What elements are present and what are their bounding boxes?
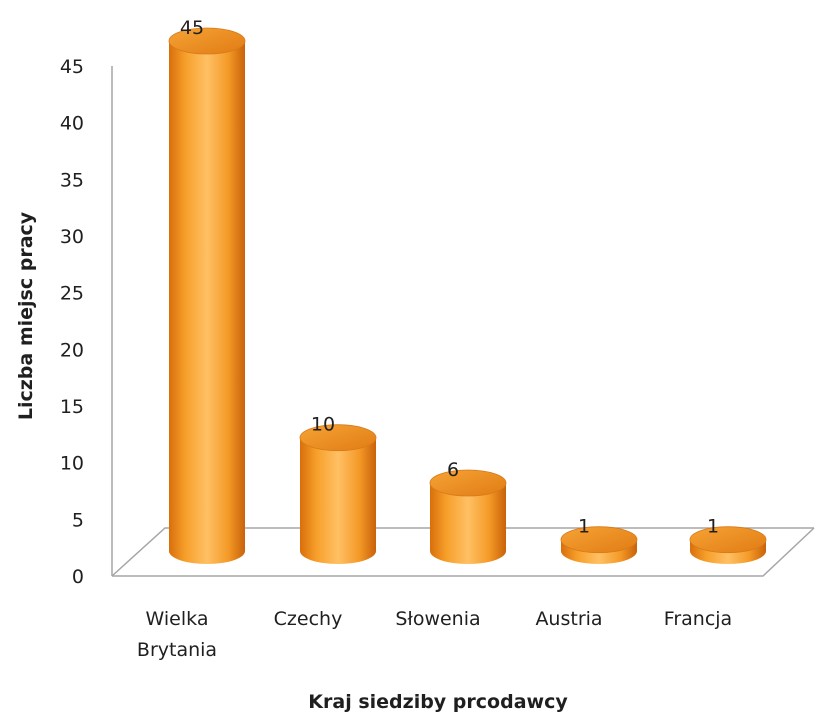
y-tick-label: 0: [72, 566, 84, 588]
x-axis-title: Kraj siedziby prcodawcy: [308, 691, 568, 713]
data-labels: 45 10 6 1 1: [180, 17, 719, 538]
bar-top: [689, 526, 767, 554]
y-tick-label: 40: [60, 113, 84, 135]
data-label: 45: [180, 17, 204, 39]
category-label-line: Czechy: [274, 608, 343, 630]
category-label: Słowenia: [395, 608, 480, 630]
bar: [689, 526, 767, 564]
category-label: Francja: [664, 608, 732, 630]
bar: [429, 469, 507, 564]
data-label: 10: [311, 414, 335, 436]
category-label: Wielka Brytania: [137, 608, 217, 661]
bar-top: [168, 27, 246, 55]
category-label-line: Słowenia: [395, 608, 480, 630]
y-tick-label: 45: [60, 56, 84, 78]
bar-top: [560, 526, 638, 554]
y-tick-label: 35: [60, 169, 84, 191]
category-label-line: Brytania: [137, 639, 217, 661]
y-tick-label: 30: [60, 226, 84, 248]
bars: [168, 27, 767, 564]
data-label: 1: [707, 516, 719, 538]
y-tick-label: 10: [60, 453, 84, 475]
y-tick-label: 20: [60, 339, 84, 361]
category-label-line: Wielka: [146, 608, 209, 630]
data-label: 1: [578, 516, 590, 538]
bar-top: [299, 424, 377, 452]
bar: [299, 424, 377, 564]
category-label: Czechy: [274, 608, 343, 630]
bar: [168, 27, 246, 564]
y-tick-label: 25: [60, 283, 84, 305]
y-tick-labels: 0 5 10 15 20 25 30 35 40 45: [60, 56, 84, 588]
y-tick-label: 15: [60, 396, 84, 418]
data-label: 6: [447, 459, 459, 481]
category-label-line: Austria: [535, 608, 602, 630]
bar-body: [430, 483, 506, 564]
bar-body: [300, 437, 376, 564]
category-labels: Wielka Brytania Czechy Słowenia Austria Franc…: [137, 608, 732, 661]
y-tick-label: 5: [72, 509, 84, 531]
bar-body: [561, 539, 637, 564]
category-label: Austria: [535, 608, 602, 630]
bar-top: [429, 469, 507, 497]
bar-body: [169, 41, 245, 564]
category-label-line: Francja: [664, 608, 732, 630]
floor-front-edge: [112, 527, 815, 577]
bar: [560, 526, 638, 564]
y-axis-title: Liczba miejsc pracy: [15, 211, 37, 420]
bar-body: [690, 539, 766, 564]
